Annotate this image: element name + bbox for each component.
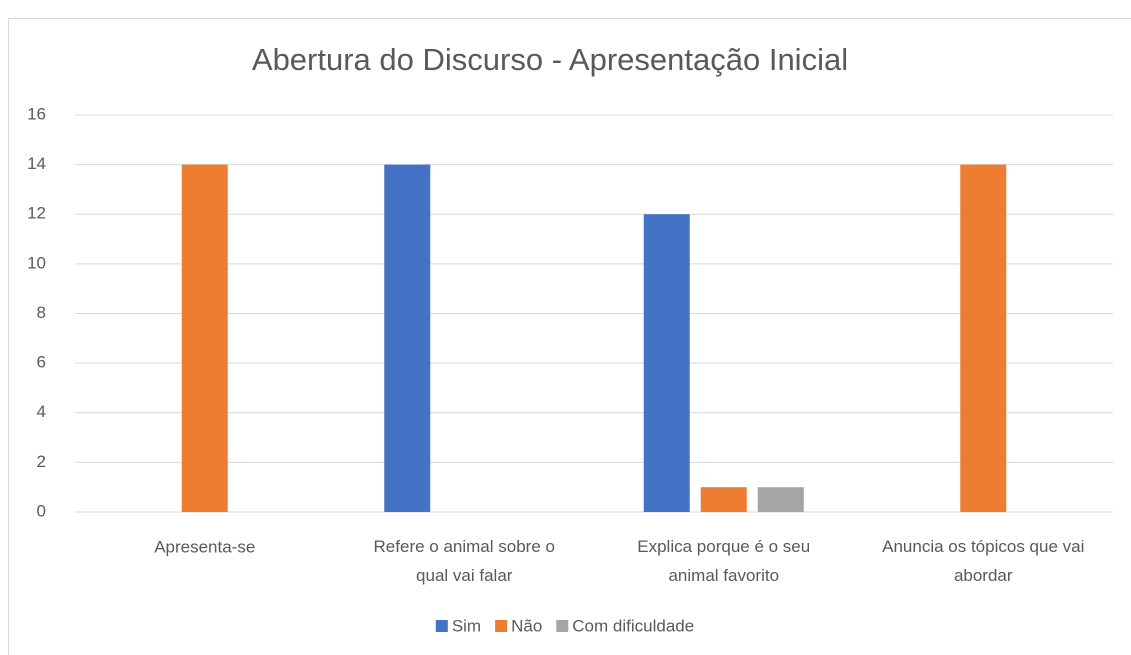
- legend: Sim Não Com dificuldade: [435, 616, 694, 635]
- bar: [643, 214, 690, 512]
- legend-swatch: [435, 620, 448, 632]
- y-tick-label: 8: [37, 303, 46, 322]
- legend-label: Não: [511, 616, 542, 635]
- x-tick-label: Refere o animal sobre o qual vai falar: [374, 537, 555, 585]
- y-tick-label: 16: [27, 104, 46, 123]
- bar: [384, 164, 431, 512]
- bar: [960, 164, 1007, 512]
- y-tick-label: 4: [37, 402, 46, 421]
- y-tick-label: 6: [37, 353, 46, 372]
- x-tick-label: Explica porque é o seu animal favorito: [637, 537, 810, 585]
- chart-title: Abertura do Discurso - Apresentação Inic…: [252, 42, 848, 77]
- legend-label: Sim: [452, 616, 481, 635]
- y-tick-label: 0: [37, 501, 46, 520]
- legend-swatch: [495, 620, 508, 632]
- x-tick-label: Apresenta-se: [154, 537, 255, 556]
- legend-label: Com dificuldade: [572, 616, 694, 635]
- y-tick-label: 14: [27, 154, 46, 173]
- x-tick-label: Anuncia os tópicos que vai abordar: [882, 537, 1084, 585]
- y-tick-label: 10: [27, 253, 46, 272]
- y-tick-label: 2: [37, 452, 46, 471]
- bar: [757, 487, 804, 512]
- bar: [700, 487, 747, 512]
- y-tick-label: 12: [27, 204, 46, 223]
- bar: [181, 164, 228, 512]
- legend-swatch: [556, 620, 569, 632]
